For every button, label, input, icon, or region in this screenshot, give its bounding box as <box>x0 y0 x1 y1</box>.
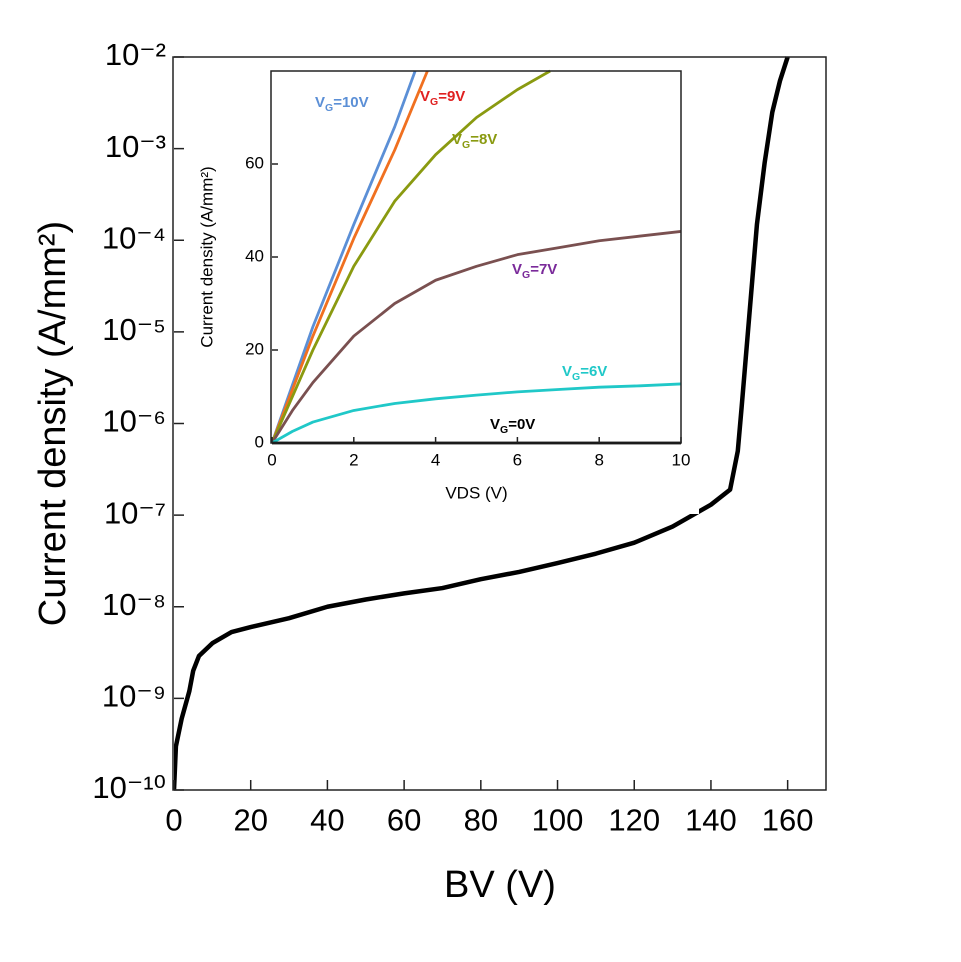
x-tick-label: 20 <box>233 803 267 838</box>
data-line <box>272 69 551 444</box>
x-tick-label: 100 <box>532 803 584 838</box>
series-label: VG=10V <box>315 94 369 114</box>
y-tick-label: 10⁻¹⁰ <box>92 770 166 805</box>
plot-frame <box>172 56 827 791</box>
x-tick-label: 2 <box>349 450 358 469</box>
x-axis-label: VDS (V) <box>445 483 507 502</box>
y-tick-label: 10⁻⁵ <box>102 312 166 347</box>
x-tick-label: 0 <box>165 803 182 838</box>
y-tick-label: 40 <box>245 246 264 265</box>
x-tick-label: 120 <box>608 803 660 838</box>
data-line <box>272 70 417 444</box>
x-tick-label: 40 <box>310 803 344 838</box>
y-axis-label: Current density (A/mm²) <box>32 221 74 626</box>
y-tick-label: 10⁻⁶ <box>102 404 166 439</box>
x-tick-label: 6 <box>513 450 522 469</box>
y-tick-label: 10⁻³ <box>105 129 166 164</box>
plot-frame <box>270 70 682 444</box>
series-label: VG=0V <box>490 416 535 436</box>
y-tick-label: 10⁻⁷ <box>104 495 166 530</box>
x-tick-label: 4 <box>431 450 440 469</box>
data-line <box>272 230 681 444</box>
x-tick-label: 8 <box>594 450 603 469</box>
y-tick-label: 20 <box>245 339 264 358</box>
y-tick-label: 60 <box>245 153 264 172</box>
y-tick-label: 10⁻⁴ <box>102 220 166 255</box>
data-line <box>174 56 790 791</box>
x-tick-label: 160 <box>762 803 814 838</box>
y-tick-label: 0 <box>255 432 264 451</box>
data-line <box>272 382 681 445</box>
y-axis-label: Current density (A/mm²) <box>197 166 216 347</box>
series-label: VG=9V <box>420 88 465 108</box>
x-tick-label: 10 <box>672 450 691 469</box>
y-tick-label: 10⁻⁹ <box>102 679 166 714</box>
x-tick-label: 60 <box>387 803 421 838</box>
x-axis-label: BV (V) <box>444 864 556 906</box>
x-tick-label: 140 <box>685 803 737 838</box>
series-label: VG=7V <box>512 261 557 281</box>
series-label: VG=8V <box>452 131 497 151</box>
inset-background <box>237 62 699 514</box>
series-label: VG=6V <box>562 363 607 383</box>
y-tick-label: 10⁻² <box>105 37 166 72</box>
x-tick-label: 0 <box>267 450 276 469</box>
x-tick-label: 80 <box>464 803 498 838</box>
y-tick-label: 10⁻⁸ <box>102 587 166 622</box>
data-line <box>272 70 429 444</box>
